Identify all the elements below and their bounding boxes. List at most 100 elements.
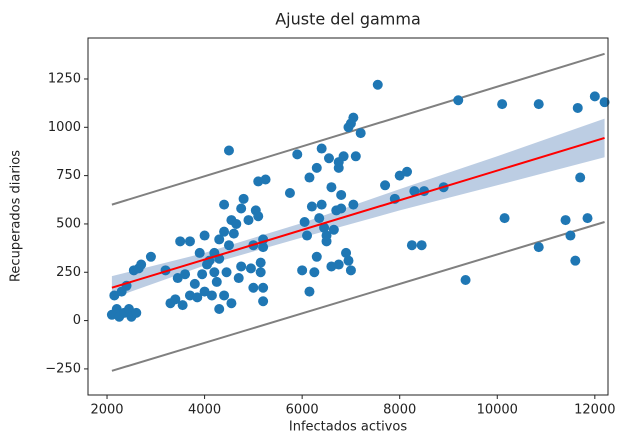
point <box>533 99 544 110</box>
point <box>145 251 156 262</box>
y-tick-label: 0 <box>73 313 81 328</box>
point <box>319 222 330 233</box>
point <box>184 236 195 247</box>
point <box>394 170 405 181</box>
point <box>258 282 269 293</box>
point <box>453 95 464 106</box>
point <box>223 145 234 156</box>
y-tick-label: 500 <box>56 216 81 231</box>
point <box>248 282 259 293</box>
x-tick-label: 6000 <box>286 403 319 418</box>
point <box>338 151 349 162</box>
point <box>316 143 327 154</box>
point <box>341 247 352 258</box>
point <box>416 240 427 251</box>
point <box>497 99 508 110</box>
point <box>311 251 322 262</box>
point <box>172 273 183 284</box>
confidence-band <box>111 118 605 299</box>
point <box>245 263 256 274</box>
point <box>109 290 120 301</box>
point <box>302 230 313 241</box>
point <box>258 242 269 253</box>
y-tick-label: 750 <box>56 168 81 183</box>
x-tick-label: 10000 <box>477 403 518 418</box>
point <box>582 213 593 224</box>
point <box>236 261 247 272</box>
point <box>260 174 271 185</box>
point <box>189 278 200 289</box>
point <box>219 290 230 301</box>
point <box>236 203 247 214</box>
point <box>323 153 334 164</box>
point <box>211 276 222 287</box>
point <box>350 151 361 162</box>
point <box>589 91 600 102</box>
point <box>345 265 356 276</box>
x-tick-label: 2000 <box>90 403 123 418</box>
point <box>253 211 264 222</box>
point <box>136 259 147 270</box>
point <box>228 228 239 239</box>
point <box>336 203 347 214</box>
x-tick-label: 12000 <box>574 403 615 418</box>
point <box>238 193 249 204</box>
point <box>306 201 317 212</box>
point <box>309 267 320 278</box>
chart-title: Ajuste del gamma <box>275 10 421 29</box>
point <box>123 303 134 314</box>
point <box>219 199 230 210</box>
point <box>499 213 510 224</box>
point <box>599 97 610 108</box>
point <box>231 218 242 229</box>
point <box>304 172 315 183</box>
point <box>284 188 295 199</box>
point <box>326 182 337 193</box>
point <box>221 267 232 278</box>
point <box>223 240 234 251</box>
point <box>111 303 122 314</box>
point <box>406 240 417 251</box>
point <box>311 162 322 173</box>
point <box>255 267 266 278</box>
point <box>214 234 225 245</box>
point <box>348 112 359 123</box>
y-tick-label: 1250 <box>48 71 81 86</box>
plot-frame <box>87 37 609 396</box>
point <box>304 286 315 297</box>
line <box>111 221 605 372</box>
point <box>180 269 191 280</box>
line <box>111 136 605 289</box>
point <box>255 257 266 268</box>
point <box>170 294 181 305</box>
x-axis-label: Infectados activos <box>289 420 407 435</box>
y-tick-label: 1000 <box>48 120 81 135</box>
point <box>314 213 325 224</box>
point <box>219 226 230 237</box>
point <box>209 267 220 278</box>
point <box>177 300 188 311</box>
point <box>321 230 332 241</box>
point <box>299 217 310 228</box>
point <box>355 128 366 139</box>
x-tick-label: 4000 <box>188 403 221 418</box>
point <box>214 303 225 314</box>
point <box>192 292 203 303</box>
point <box>333 259 344 270</box>
point <box>197 269 208 280</box>
y-axis-label: Recuperados diarios <box>9 150 24 282</box>
point <box>570 255 581 266</box>
point <box>572 102 583 113</box>
point <box>380 180 391 191</box>
point <box>131 307 142 318</box>
point <box>258 296 269 307</box>
point <box>402 166 413 177</box>
point <box>206 290 217 301</box>
point <box>533 242 544 253</box>
y-tick-label: −250 <box>45 361 81 376</box>
point <box>348 199 359 210</box>
point <box>565 230 576 241</box>
point <box>194 247 205 258</box>
point <box>575 172 586 183</box>
